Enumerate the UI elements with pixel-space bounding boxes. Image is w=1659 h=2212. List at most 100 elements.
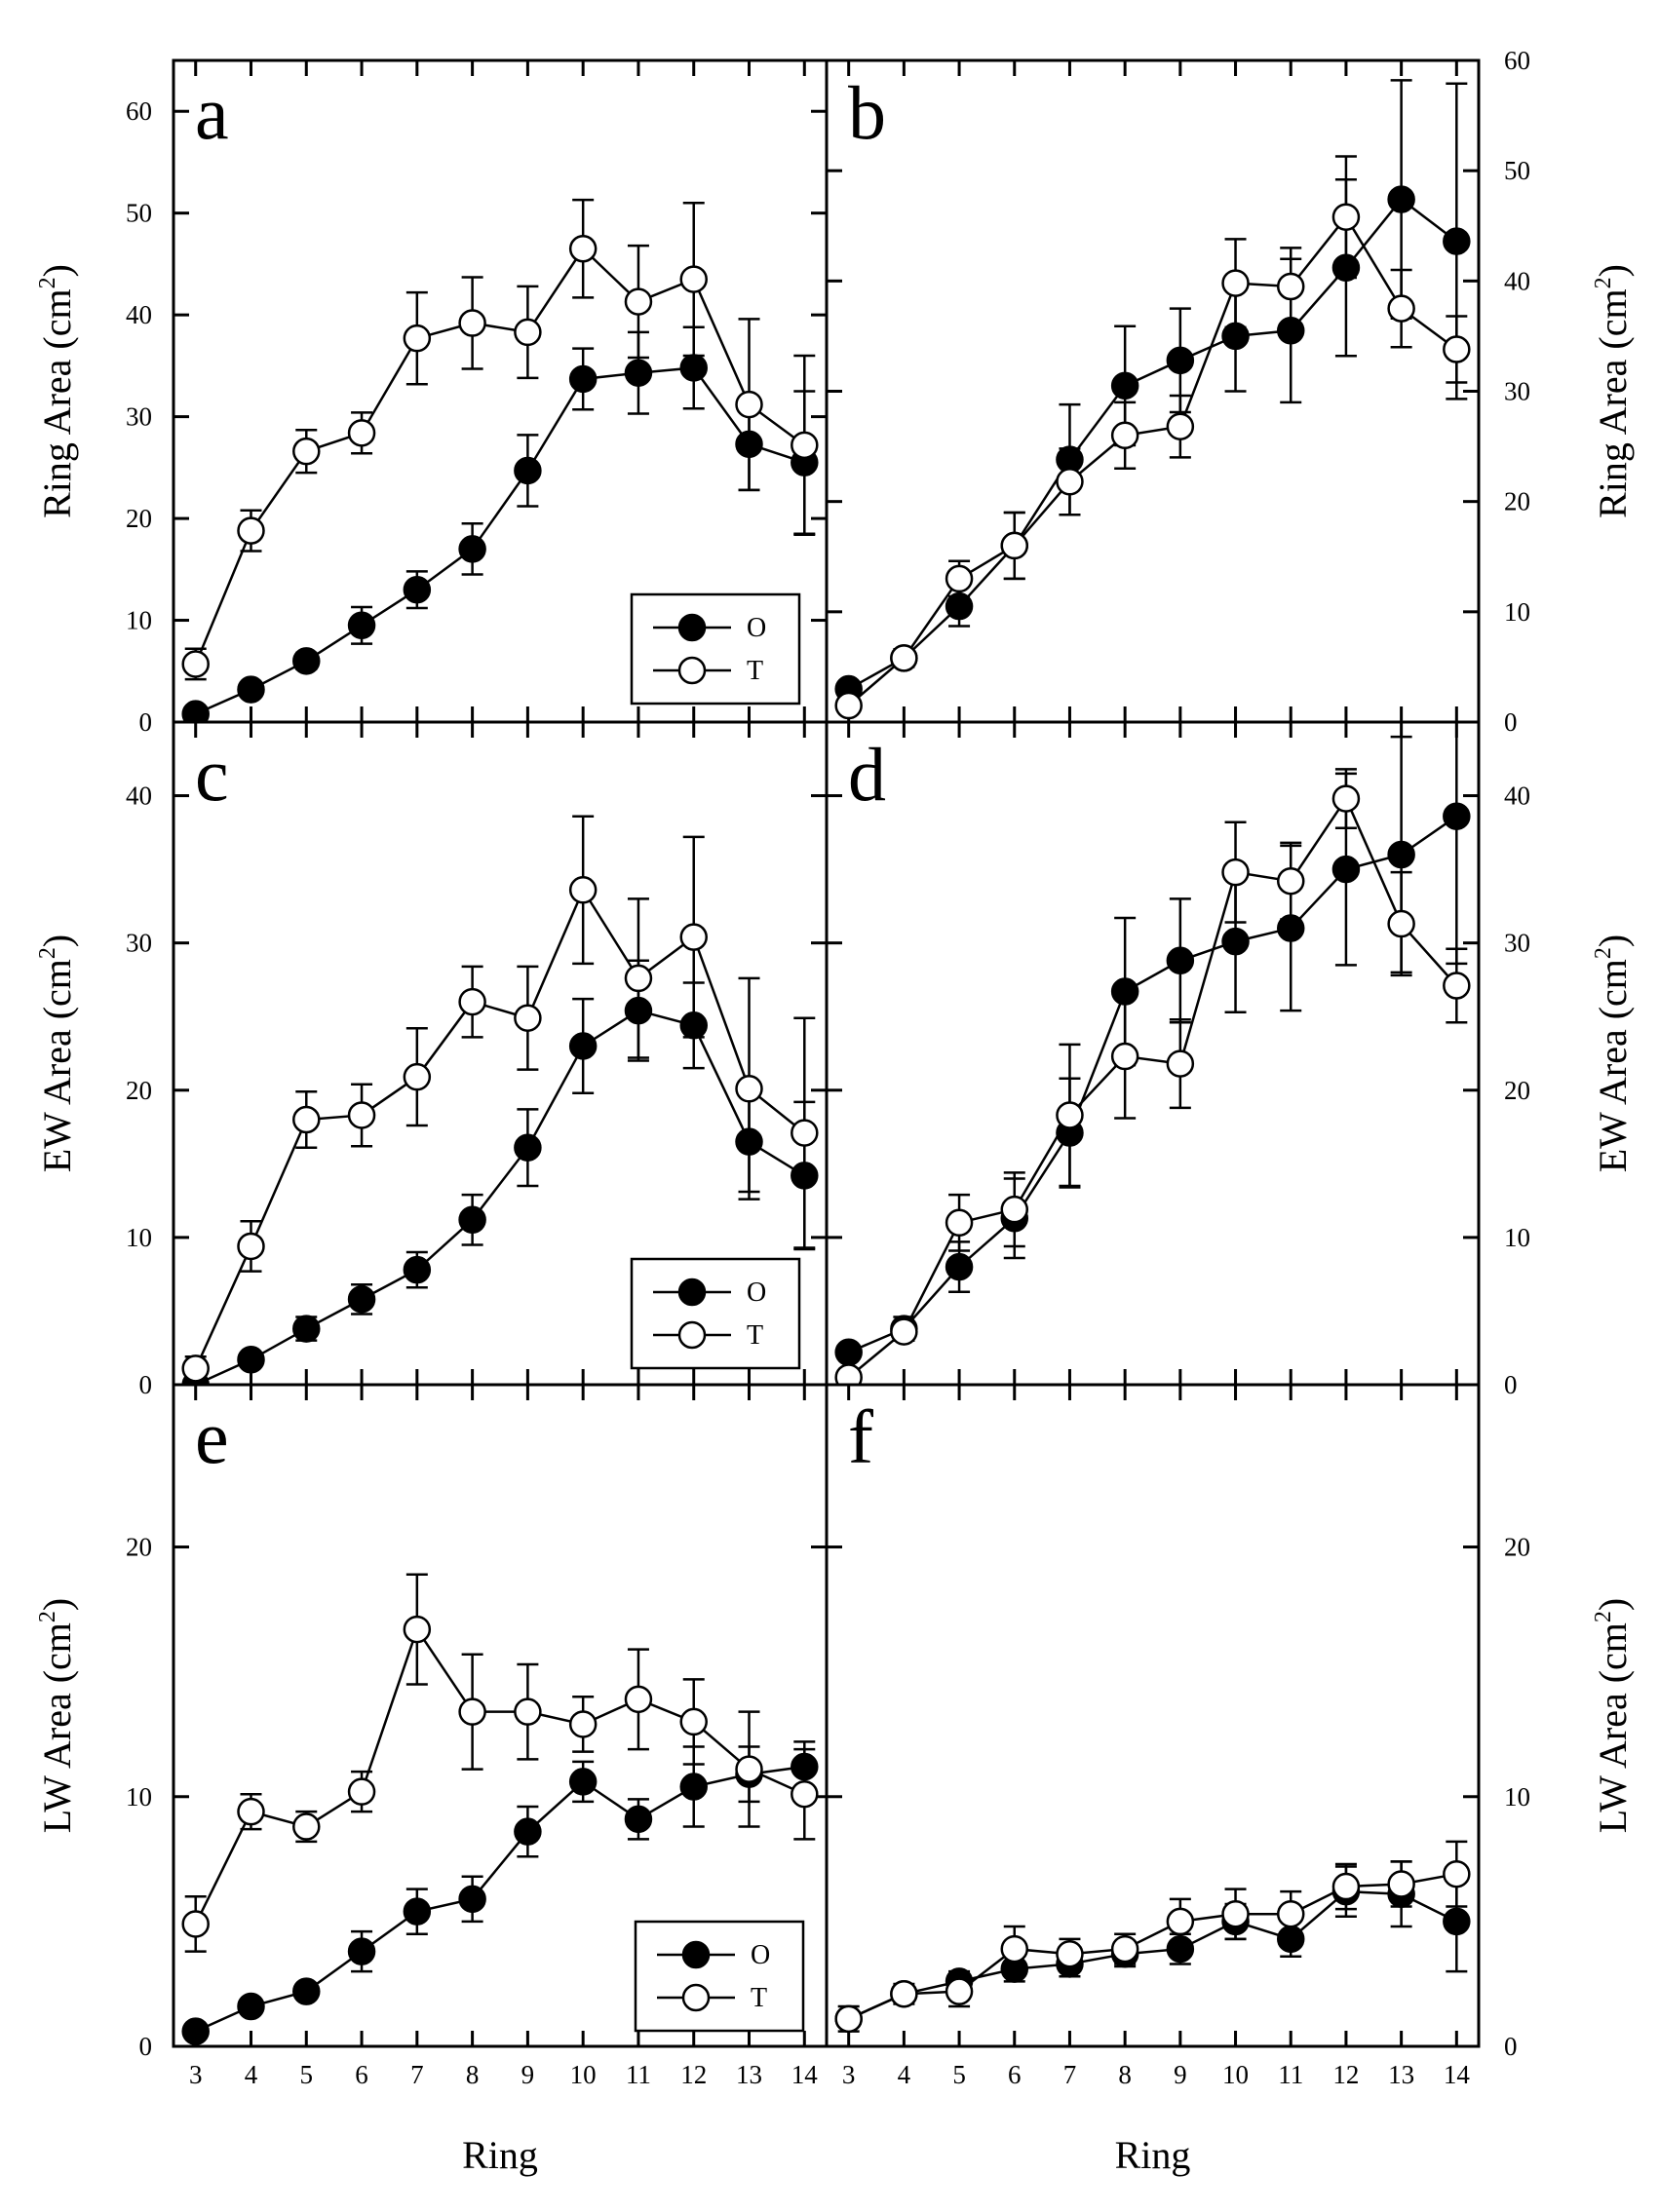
x-tick-label: 5 [300, 2060, 314, 2089]
panel-d: 0 10 20 30 40 EW Area (cm2) d [825, 720, 1635, 1399]
y-tick-label: 20 [1504, 1076, 1530, 1105]
data-point-T [1331, 203, 1361, 231]
data-point-O [458, 535, 486, 563]
y-tick-label: 40 [126, 300, 152, 329]
series-line-O [848, 197, 1458, 691]
plot-area [834, 1840, 1471, 2034]
data-point-T [945, 1977, 974, 2005]
data-point-T [1276, 1899, 1305, 1928]
y-axis-title-close: ) [35, 934, 79, 947]
data-point-O [1221, 927, 1250, 956]
x-tick-label: 7 [1063, 2060, 1077, 2089]
series-T [834, 768, 1471, 1385]
y-tick-label: 0 [139, 707, 153, 737]
y-tick-label: 50 [126, 199, 152, 228]
legend-marker-T [681, 1983, 711, 2012]
data-point-T [1056, 1939, 1084, 1968]
data-point-O [347, 1285, 376, 1314]
data-point-T [403, 1615, 432, 1644]
data-point-T [181, 1354, 210, 1383]
series-T [834, 155, 1471, 720]
y-tick-label: 20 [126, 1076, 152, 1105]
data-point-T [679, 923, 708, 951]
data-point-T [735, 1755, 763, 1783]
data-point-T [1276, 866, 1305, 896]
x-tick-label: 6 [355, 2060, 368, 2089]
data-point-T [1110, 1042, 1139, 1071]
data-point-T [347, 419, 376, 447]
data-point-O [292, 1315, 321, 1343]
x-axis-labels: 3 4 5 6 7 8 9 10 11 12 13 14 Ring 3 4 5 6 7 8 9 10 11 12 13 14 Ri… [189, 2060, 1470, 2177]
legend-marker-T [677, 1320, 707, 1350]
data-point-T [292, 1812, 321, 1841]
data-point-T [890, 1979, 918, 2008]
plot-area [181, 1573, 819, 2045]
series-T [181, 815, 819, 1383]
series-line-O [848, 815, 1458, 1354]
data-point-O [679, 1773, 708, 1801]
data-point-T [1056, 1101, 1084, 1129]
y-tick-label: 60 [1504, 46, 1530, 75]
y-tick-label: 10 [1504, 1782, 1530, 1812]
panel-f: 0 10 20 LW Area (cm2) f [825, 1383, 1635, 2061]
legend-marker-O [677, 613, 707, 642]
data-point-T [679, 1707, 708, 1736]
data-point-T [1166, 1049, 1195, 1078]
legend-box [634, 1920, 805, 2033]
x-tick-label: 9 [521, 2060, 535, 2089]
data-point-O [624, 1805, 653, 1834]
y-axis-title-text: LW Area (cm [35, 1622, 79, 1833]
data-point-O [458, 1885, 486, 1914]
plot-area [181, 198, 819, 722]
data-point-T [181, 1910, 210, 1938]
y-axis-title-superscript: 2 [35, 947, 60, 959]
y-tick-label: 40 [1504, 782, 1530, 811]
x-tick-label: 12 [1332, 2060, 1359, 2089]
y-tick-label: 20 [126, 1533, 152, 1562]
data-point-T [735, 1075, 763, 1103]
data-point-O [1443, 1907, 1471, 1936]
y-tick-label: 10 [1504, 1223, 1530, 1252]
panel-letter: a [195, 70, 229, 155]
data-point-T [1221, 1899, 1250, 1928]
series-line-T [848, 1872, 1457, 2020]
panel-c: 0 10 20 30 40 EW Area (cm2) c OT [35, 720, 829, 1399]
legend-marker-O [677, 1278, 707, 1307]
panel-frame [825, 1383, 1481, 2048]
series-line-T [194, 247, 806, 665]
panel-a: 0 10 20 30 40 50 60 Ring Area (cm2) a OT [35, 58, 829, 737]
x-tick-label: 8 [466, 2060, 480, 2089]
data-point-T [1000, 1195, 1029, 1224]
data-point-T [237, 516, 265, 545]
data-point-O [624, 359, 653, 387]
data-point-T [1331, 784, 1361, 813]
data-point-O [237, 1992, 265, 2021]
y-axis-title-close: ) [1591, 1598, 1635, 1611]
data-point-O [1166, 346, 1195, 375]
legend-marker-O [681, 1940, 711, 1969]
y-tick-label: 0 [1504, 1370, 1518, 1399]
y-tick-label: 50 [1504, 156, 1530, 185]
plot-area [181, 815, 819, 1385]
y-tick-label: 40 [126, 782, 152, 811]
legend-label: T [747, 1320, 763, 1351]
data-point-T [945, 564, 974, 593]
x-tick-label: 13 [1388, 2060, 1414, 2089]
y-tick-label: 10 [126, 1782, 152, 1812]
legend-label: O [751, 1940, 770, 1970]
y-tick-label: 0 [139, 2032, 153, 2061]
legend-box [630, 592, 801, 706]
data-point-O [403, 575, 432, 604]
data-point-O [514, 1817, 542, 1846]
plot-area [834, 79, 1471, 720]
y-tick-label: 30 [126, 402, 152, 432]
data-point-O [347, 1937, 376, 1965]
data-point-T [1387, 909, 1415, 938]
data-point-O [1387, 840, 1415, 869]
legend-marker-T [677, 656, 707, 685]
data-point-T [1110, 1934, 1139, 1964]
series-T [181, 198, 819, 681]
data-point-T [1000, 1934, 1029, 1964]
